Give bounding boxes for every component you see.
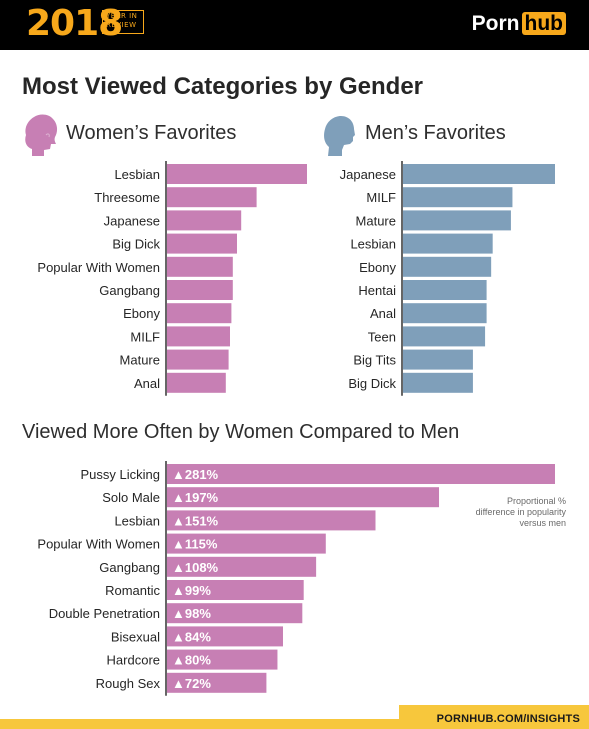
men-bar — [403, 233, 493, 254]
diff-bar — [167, 649, 278, 670]
women-bar — [167, 280, 233, 300]
women-bar — [167, 256, 233, 277]
women-bar — [167, 187, 257, 208]
diff-category-label: Pussy Licking — [81, 467, 160, 482]
women-bar — [167, 349, 229, 370]
diff-category-label: Lesbian — [114, 513, 160, 528]
men-favorites-title: Men’s Favorites — [365, 122, 506, 144]
man-head-icon — [324, 116, 355, 156]
diff-bar — [167, 533, 326, 554]
women-bar — [167, 164, 307, 184]
diff-bar — [167, 464, 555, 484]
men-category-label: Hentai — [358, 283, 396, 298]
men-category-label: Big Dick — [348, 376, 396, 391]
brand-logo-right: hub — [521, 12, 566, 35]
diff-value-label: ▲84% — [172, 629, 211, 644]
diff-value-label: ▲115% — [172, 537, 218, 552]
men-category-label: Big Tits — [353, 353, 396, 368]
women-bar — [167, 326, 230, 347]
men-category-label: Ebony — [359, 260, 396, 275]
diff-bar — [167, 626, 283, 647]
diff-category-label: Double Penetration — [49, 606, 160, 621]
men-category-label: Japanese — [340, 167, 396, 182]
chart-note: Proportional % difference in popularity … — [475, 496, 566, 528]
diff-category-label: Hardcore — [107, 653, 160, 668]
diff-value-label: ▲281% — [172, 467, 219, 482]
women-bar — [167, 210, 242, 231]
women-category-label: MILF — [130, 329, 160, 344]
women-favorites-title: Women’s Favorites — [66, 122, 237, 144]
diff-bar — [167, 556, 317, 577]
page-title: Most Viewed Categories by Gender — [22, 73, 424, 100]
women-category-label: Ebony — [123, 306, 160, 321]
diff-category-label: Gangbang — [99, 560, 160, 575]
year-badge: 2018 — [26, 3, 123, 44]
footer-tab — [399, 705, 589, 729]
women-category-label: Lesbian — [114, 167, 160, 182]
men-category-label: Lesbian — [350, 237, 396, 252]
women-category-label: Threesome — [94, 190, 160, 205]
diff-category-label: Bisexual — [111, 629, 160, 644]
men-category-label: Anal — [370, 306, 396, 321]
men-bar — [403, 349, 473, 370]
women-bar — [167, 303, 232, 324]
year-in-review-badge: YEAR IN REVIEW — [102, 10, 144, 34]
diff-value-label: ▲98% — [172, 606, 211, 621]
brand-logo: Porn hub — [472, 10, 566, 38]
section-title-women-vs-men: Viewed More Often by Women Compared to M… — [22, 421, 460, 443]
diff-value-label: ▲72% — [172, 676, 211, 691]
women-category-label: Big Dick — [112, 237, 160, 252]
diff-bar — [167, 672, 267, 693]
year-in-review-line-1: YEAR IN — [106, 12, 138, 20]
women-category-label: Mature — [120, 353, 160, 368]
diff-value-label: ▲80% — [172, 653, 211, 668]
men-bar — [403, 280, 487, 300]
women-category-label: Gangbang — [99, 283, 160, 298]
year-in-review-line-2: REVIEW — [106, 21, 137, 29]
footer-url: PORNHUB.COM/INSIGHTS — [436, 713, 580, 725]
diff-value-label: ▲108% — [172, 560, 219, 575]
women-bar — [167, 372, 226, 393]
men-category-label: Mature — [356, 213, 396, 228]
women-bar — [167, 233, 237, 254]
footer: PORNHUB.COM/INSIGHTS — [0, 699, 589, 729]
diff-category-label: Rough Sex — [96, 676, 161, 691]
diff-value-label: ▲197% — [172, 490, 219, 505]
footer-band — [0, 719, 589, 729]
men-bar — [403, 372, 473, 393]
men-bar — [403, 303, 487, 324]
men-bar — [403, 256, 492, 277]
men-bar — [403, 210, 511, 231]
men-category-label: Teen — [368, 329, 396, 344]
women-category-label: Japanese — [104, 213, 160, 228]
diff-bar — [167, 603, 303, 624]
diff-bar — [167, 510, 376, 531]
diff-bar — [167, 580, 304, 600]
diff-value-label: ▲151% — [172, 513, 219, 528]
women-category-label: Anal — [134, 376, 160, 391]
woman-head-icon — [25, 114, 58, 156]
men-bar — [403, 187, 513, 208]
men-bar — [403, 164, 555, 184]
diff-category-label: Popular With Women — [37, 537, 160, 552]
diff-category-label: Romantic — [105, 583, 160, 598]
header-bar: 2018 YEAR IN REVIEW Porn hub — [0, 0, 589, 50]
diff-value-label: ▲99% — [172, 583, 211, 598]
diff-category-label: Solo Male — [102, 490, 160, 505]
women-category-label: Popular With Women — [37, 260, 160, 275]
men-category-label: MILF — [366, 190, 396, 205]
diff-bar — [167, 487, 440, 508]
men-bar — [403, 326, 486, 347]
brand-logo-left: Porn — [471, 12, 520, 35]
